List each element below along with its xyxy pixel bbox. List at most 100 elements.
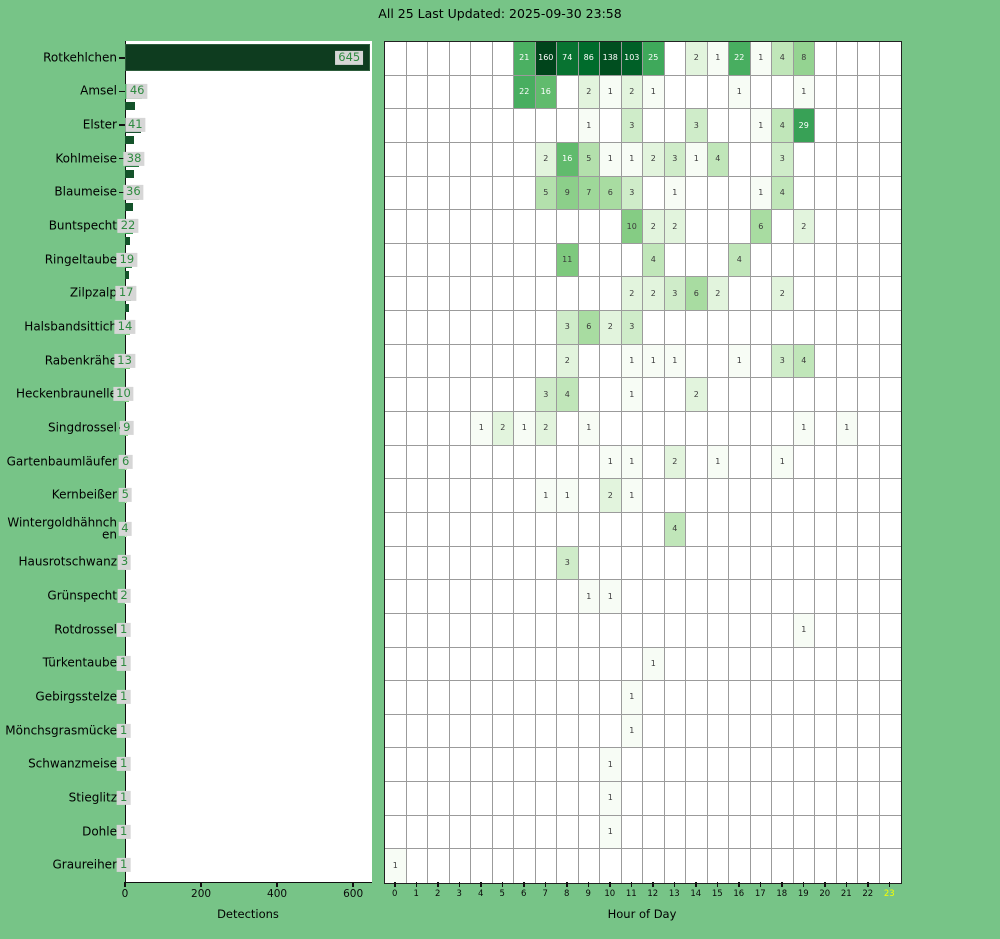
heatmap-cell: 6 (686, 277, 708, 312)
hour-tick-mark (587, 882, 589, 887)
heatmap-cell: 1 (643, 647, 665, 682)
heatmap-x-axis-title: Hour of Day (607, 907, 677, 921)
heatmap-cell-empty (664, 109, 686, 143)
heatmap-cell-empty (406, 176, 428, 211)
heatmap-cell: 1 (514, 412, 536, 446)
heatmap-cell-empty (557, 580, 579, 614)
heatmap-cell-empty (750, 311, 772, 345)
heatmap-cell-empty (535, 580, 557, 614)
heatmap-cell: 1 (621, 714, 643, 749)
heatmap-cell-empty (729, 479, 751, 513)
heatmap-cell-empty (750, 142, 772, 177)
heatmap-cell-empty (664, 311, 686, 345)
heatmap-cell-empty (514, 142, 536, 177)
heatmap-cell-empty (815, 580, 837, 614)
heatmap-cell: 2 (664, 445, 686, 480)
heatmap-cell-empty (428, 580, 450, 614)
heatmap-cell: 1 (643, 75, 665, 110)
heatmap-cell-empty (514, 849, 536, 883)
heatmap-cell-empty (621, 849, 643, 883)
heatmap-cell-empty (449, 75, 471, 110)
hour-tick-mark (781, 882, 783, 887)
hour-tick-mark (501, 882, 503, 887)
count-badge: 46 (126, 84, 148, 99)
heatmap-cell: 1 (600, 142, 622, 177)
heatmap-cell-empty (621, 243, 643, 278)
heatmap-cell-empty (449, 243, 471, 278)
heatmap-cell-empty (492, 109, 514, 143)
heatmap-cell-empty (621, 613, 643, 648)
heatmap-cell: 2 (643, 210, 665, 244)
heatmap-cell-empty (535, 849, 557, 883)
heatmap-cell-empty (686, 176, 708, 211)
heatmap-cell-empty (471, 748, 493, 783)
heatmap-cell-empty (535, 210, 557, 244)
heatmap-cell: 160 (535, 42, 557, 76)
heatmap-cell-empty (428, 546, 450, 581)
heatmap-cell-empty (707, 109, 729, 143)
heatmap-cell-empty (686, 311, 708, 345)
hour-tick-mark (845, 882, 847, 887)
heatmap-cell-empty (664, 748, 686, 783)
heatmap-cell-empty (514, 546, 536, 581)
heatmap-cell-empty (815, 849, 837, 883)
heatmap-cell-empty (643, 782, 665, 816)
y-tick-mark (119, 124, 125, 126)
heatmap-cell-empty (578, 849, 600, 883)
heatmap-cell: 1 (600, 782, 622, 816)
heatmap-cell-empty (815, 142, 837, 177)
heatmap-cell-empty (643, 815, 665, 850)
hour-tick-mark (523, 882, 525, 887)
heatmap-cell: 86 (578, 42, 600, 76)
heatmap-cell-empty (664, 782, 686, 816)
heatmap-cell-empty (535, 445, 557, 480)
hour-tick-label: 10 (604, 889, 616, 899)
heatmap-cell-empty (578, 378, 600, 413)
count-badge: 1 (117, 824, 131, 839)
heatmap-cell: 2 (686, 378, 708, 413)
heatmap-cell-empty (836, 647, 858, 682)
heatmap-cell-empty (428, 142, 450, 177)
heatmap-cell-empty (750, 580, 772, 614)
heatmap-cell-empty (449, 613, 471, 648)
heatmap-cell-empty (836, 782, 858, 816)
heatmap-cell-empty (406, 815, 428, 850)
heatmap-cell-empty (621, 580, 643, 614)
heatmap-cell-empty (449, 344, 471, 379)
species-label: Rotdrossel (54, 622, 117, 637)
heatmap-cell-empty (858, 311, 880, 345)
heatmap-cell-empty (643, 714, 665, 749)
heatmap-cell-empty (471, 681, 493, 715)
heatmap-cell: 21 (514, 42, 536, 76)
heatmap-cell-empty (879, 277, 901, 312)
heatmap-cell-empty (858, 512, 880, 547)
heatmap-cell-empty (664, 714, 686, 749)
heatmap-cell-empty (514, 243, 536, 278)
heatmap-cell: 1 (729, 344, 751, 379)
heatmap-cell-empty (492, 210, 514, 244)
heatmap-cell-empty (686, 681, 708, 715)
heatmap-cell-empty (686, 714, 708, 749)
heatmap-cell-empty (406, 109, 428, 143)
x-tick-mark (276, 882, 278, 887)
heatmap-cell: 6 (750, 210, 772, 244)
heatmap-cell-empty (729, 311, 751, 345)
species-bar-shadow (125, 136, 135, 145)
heatmap-cell-empty (643, 445, 665, 480)
species-label: Türkentaube (42, 656, 117, 671)
heatmap-cell-empty (600, 243, 622, 278)
heatmap-cell-empty (514, 210, 536, 244)
heatmap-cell: 5 (535, 176, 557, 211)
heatmap-cell-empty (664, 243, 686, 278)
count-badge: 4 (118, 521, 132, 536)
hour-tick-mark (867, 882, 869, 887)
heatmap-cell-empty (600, 277, 622, 312)
heatmap-cell-empty (406, 311, 428, 345)
heatmap-cell-empty (772, 849, 794, 883)
heatmap-cell-empty (686, 546, 708, 581)
heatmap-cell-empty (836, 613, 858, 648)
species-label: Kohlmeise (55, 151, 117, 166)
heatmap-cell-empty (772, 479, 794, 513)
heatmap-cell-empty (686, 412, 708, 446)
heatmap-cell-empty (664, 378, 686, 413)
